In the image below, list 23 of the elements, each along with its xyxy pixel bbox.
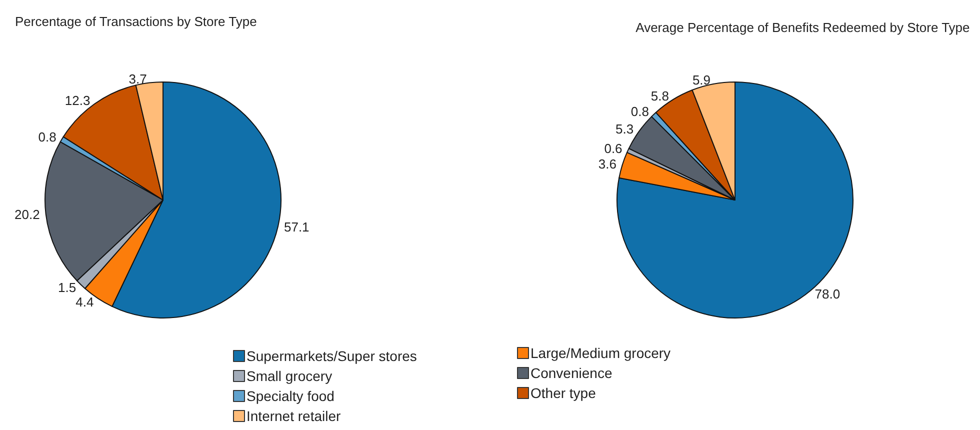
data-label: 4.4 <box>76 294 94 310</box>
data-label: 0.8 <box>38 130 56 145</box>
data-label: 5.8 <box>650 88 669 104</box>
data-label: 20.2 <box>14 207 40 222</box>
data-label: 5.3 <box>616 122 634 137</box>
data-label: 3.6 <box>598 156 617 172</box>
legend-label: Small grocery <box>246 368 332 384</box>
slice-label: Average Percentage of Benefits Redeemed by Store Type <box>636 20 970 35</box>
data-label: 5.9 <box>692 72 711 88</box>
data-label: 78.0 <box>814 286 840 302</box>
legend-label: Convenience <box>530 365 612 381</box>
data-label: 1.5 <box>58 280 76 296</box>
data-label: 0.8 <box>630 104 649 120</box>
slice-label: Percentage of Transactions by Store Type <box>15 14 257 29</box>
legend-label: Internet retailer <box>246 408 341 424</box>
data-label: 3.7 <box>128 71 147 86</box>
legend-label: Other type <box>530 385 596 401</box>
data-label: 0.6 <box>604 141 622 156</box>
legend-label: Specialty food <box>246 388 334 404</box>
data-label: 12.3 <box>64 93 90 108</box>
data-label: 57.1 <box>284 219 310 234</box>
legend-label: Large/Medium grocery <box>530 345 671 361</box>
legend-label: Supermarkets/Super stores <box>246 348 417 364</box>
